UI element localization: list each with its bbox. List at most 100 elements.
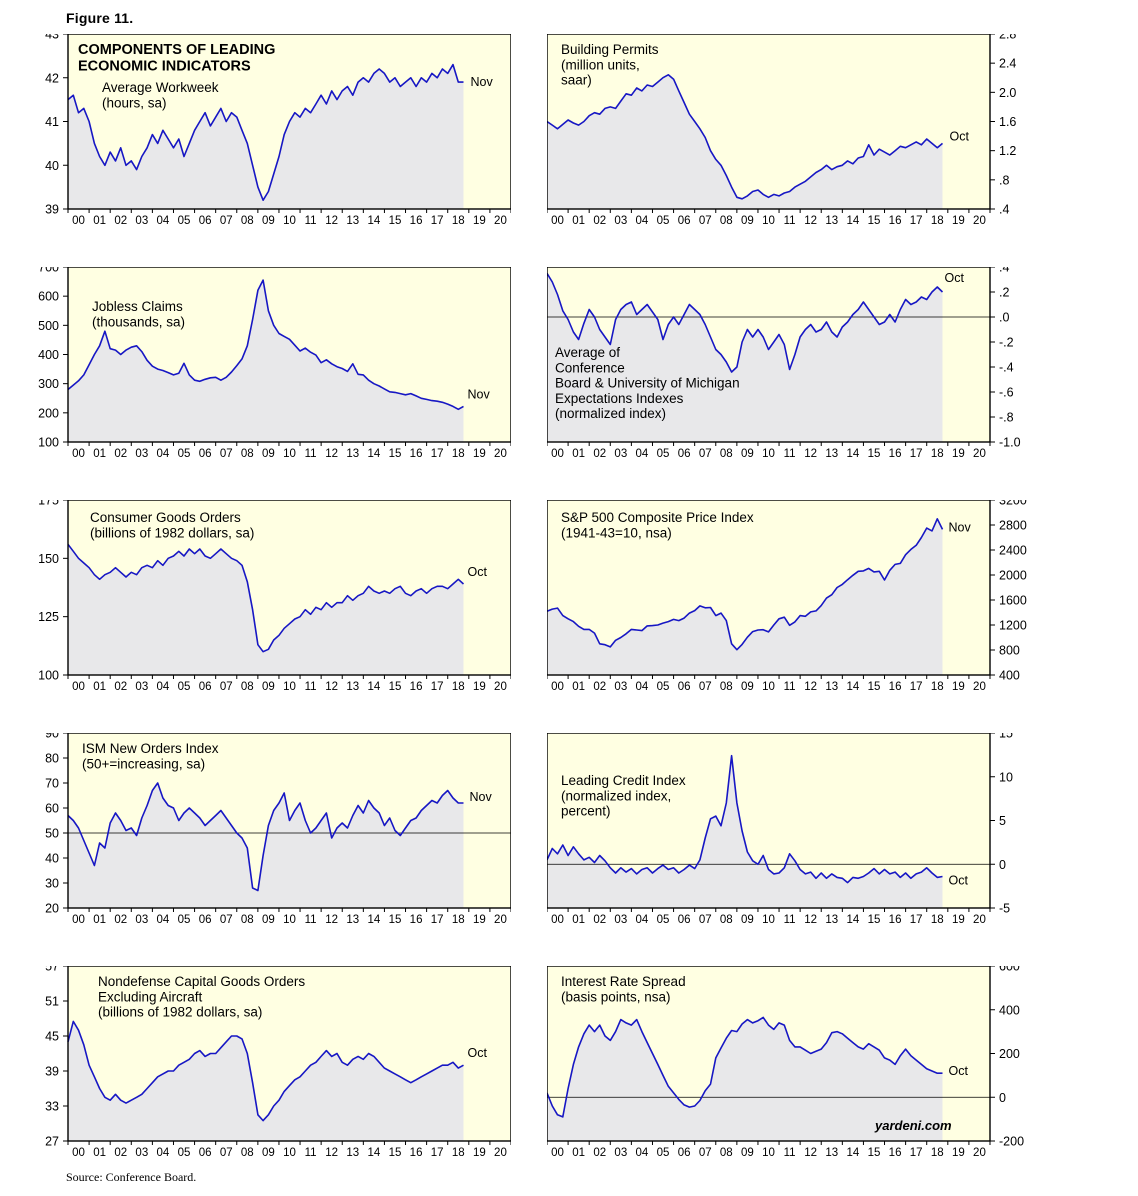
chart-svg-leading-credit-index: 15 10 5 0 -5 00 01 02 03 04 05 06 07 08 09 10 11 12 13 14 15… <box>546 727 1013 926</box>
chart-title: Interest Rate Spread <box>561 974 686 989</box>
x-axis-label: 11 <box>784 681 796 693</box>
x-axis-label: 08 <box>241 215 254 227</box>
x-axis-label: 07 <box>220 215 233 227</box>
y-axis-label: 2400 <box>999 544 1027 558</box>
x-axis-label: 07 <box>699 215 712 227</box>
chart-title: (billions of 1982 dollars, sa) <box>98 1005 262 1020</box>
x-axis-label: 15 <box>389 448 402 460</box>
chart-title: Board & University of Michigan <box>555 376 740 391</box>
x-axis-label: 03 <box>614 448 627 460</box>
chart-title: (50+=increasing, sa) <box>82 756 205 771</box>
end-month-label: Oct <box>945 271 965 285</box>
x-axis-label: 01 <box>93 1147 106 1159</box>
chart-title: Consumer Goods Orders <box>90 510 241 525</box>
x-axis-label: 18 <box>931 448 944 460</box>
y-axis-label: 200 <box>999 1047 1020 1061</box>
x-axis-label: 15 <box>868 1147 881 1159</box>
area-fill <box>68 783 464 908</box>
end-month-label: Oct <box>949 874 969 888</box>
x-axis-label: 15 <box>868 215 881 227</box>
data-line <box>546 518 944 651</box>
figure-label: Figure 11. <box>66 10 134 26</box>
x-axis-label: 17 <box>910 914 923 926</box>
area-fill <box>547 273 943 442</box>
x-axis-label: 14 <box>846 1147 859 1159</box>
x-axis-label: 20 <box>973 448 986 460</box>
y-axis-label: 51 <box>45 995 59 1009</box>
x-axis-label: 15 <box>389 1147 402 1159</box>
x-axis-label: 08 <box>720 681 733 693</box>
x-axis-label: 04 <box>636 448 649 460</box>
y-axis-label: 5 <box>999 814 1006 828</box>
x-axis-label: 01 <box>93 681 106 693</box>
x-axis-label: 10 <box>283 448 296 460</box>
x-axis-label: 08 <box>720 914 733 926</box>
x-axis-label: 18 <box>931 681 944 693</box>
x-axis-label: 05 <box>178 914 191 926</box>
x-axis-label: 07 <box>220 448 233 460</box>
x-axis-label: 02 <box>114 215 127 227</box>
y-axis-label: -.8 <box>999 411 1014 425</box>
x-axis-label: 19 <box>473 215 486 227</box>
x-axis-label: 16 <box>889 215 902 227</box>
x-axis-label: 15 <box>389 215 402 227</box>
x-axis-label: 19 <box>473 914 486 926</box>
x-axis-label: 01 <box>93 448 106 460</box>
data-line <box>546 272 944 373</box>
y-axis-label: 600 <box>999 966 1020 974</box>
y-axis-label: 2.8 <box>999 34 1016 42</box>
data-line <box>546 754 943 884</box>
x-axis-label: 00 <box>72 914 85 926</box>
x-axis-label: 09 <box>262 1147 275 1159</box>
x-axis-label: 00 <box>72 215 85 227</box>
x-axis-label: 02 <box>593 215 606 227</box>
y-axis-label: 500 <box>38 319 59 333</box>
x-axis-label: 18 <box>931 215 944 227</box>
x-axis-label: 13 <box>346 914 359 926</box>
x-axis-label: 19 <box>473 681 486 693</box>
y-axis-label: 800 <box>999 644 1020 658</box>
chart-title: saar) <box>561 73 592 88</box>
y-axis-label: 1200 <box>999 619 1027 633</box>
x-axis-label: 07 <box>699 681 712 693</box>
x-axis-label: 12 <box>325 914 338 926</box>
x-axis-label: 03 <box>614 1147 627 1159</box>
y-axis-label: -.6 <box>999 386 1014 400</box>
x-axis-label: 20 <box>494 215 507 227</box>
x-axis-label: 11 <box>784 1147 796 1159</box>
x-axis-label: 05 <box>657 914 670 926</box>
x-axis-label: 12 <box>804 914 817 926</box>
chart-jobless-claims: 700 600 500 400 300 200 100 00 01 02 03 04 05 06 07 08 0… <box>6 261 512 463</box>
x-axis-label: 16 <box>889 448 902 460</box>
x-axis-label: 01 <box>93 215 106 227</box>
x-axis-label: 05 <box>178 215 191 227</box>
x-axis-label: 07 <box>220 914 233 926</box>
x-axis-label: 18 <box>452 215 465 227</box>
chart-title: ECONOMIC INDICATORS <box>78 58 251 74</box>
x-axis-label: 08 <box>241 681 254 693</box>
y-axis-label: -1.0 <box>999 436 1021 450</box>
y-axis-label: 40 <box>45 159 59 173</box>
x-axis-label: 10 <box>762 681 775 693</box>
y-axis-label: 100 <box>38 436 59 450</box>
x-axis-label: 16 <box>410 448 423 460</box>
x-axis-label: 10 <box>762 914 775 926</box>
x-axis-label: 08 <box>241 1147 254 1159</box>
x-axis-label: 05 <box>657 448 670 460</box>
end-month-label: Oct <box>949 1064 969 1078</box>
x-axis-label: 20 <box>973 914 986 926</box>
x-axis-label: 12 <box>325 448 338 460</box>
x-axis-label: 11 <box>784 914 796 926</box>
x-axis-label: 00 <box>551 448 564 460</box>
y-axis-label: 20 <box>45 902 59 916</box>
y-axis-label: -.2 <box>999 336 1014 350</box>
x-axis-label: 13 <box>825 215 838 227</box>
x-axis-label: 19 <box>952 1147 965 1159</box>
x-axis-label: 20 <box>494 448 507 460</box>
x-axis-label: 09 <box>741 914 754 926</box>
x-axis-label: 14 <box>846 448 859 460</box>
chart-title: Average Workweek <box>102 80 219 95</box>
y-axis-label: 2.4 <box>999 57 1016 71</box>
x-axis-label: 06 <box>199 914 212 926</box>
y-axis-label: 1.2 <box>999 144 1016 158</box>
